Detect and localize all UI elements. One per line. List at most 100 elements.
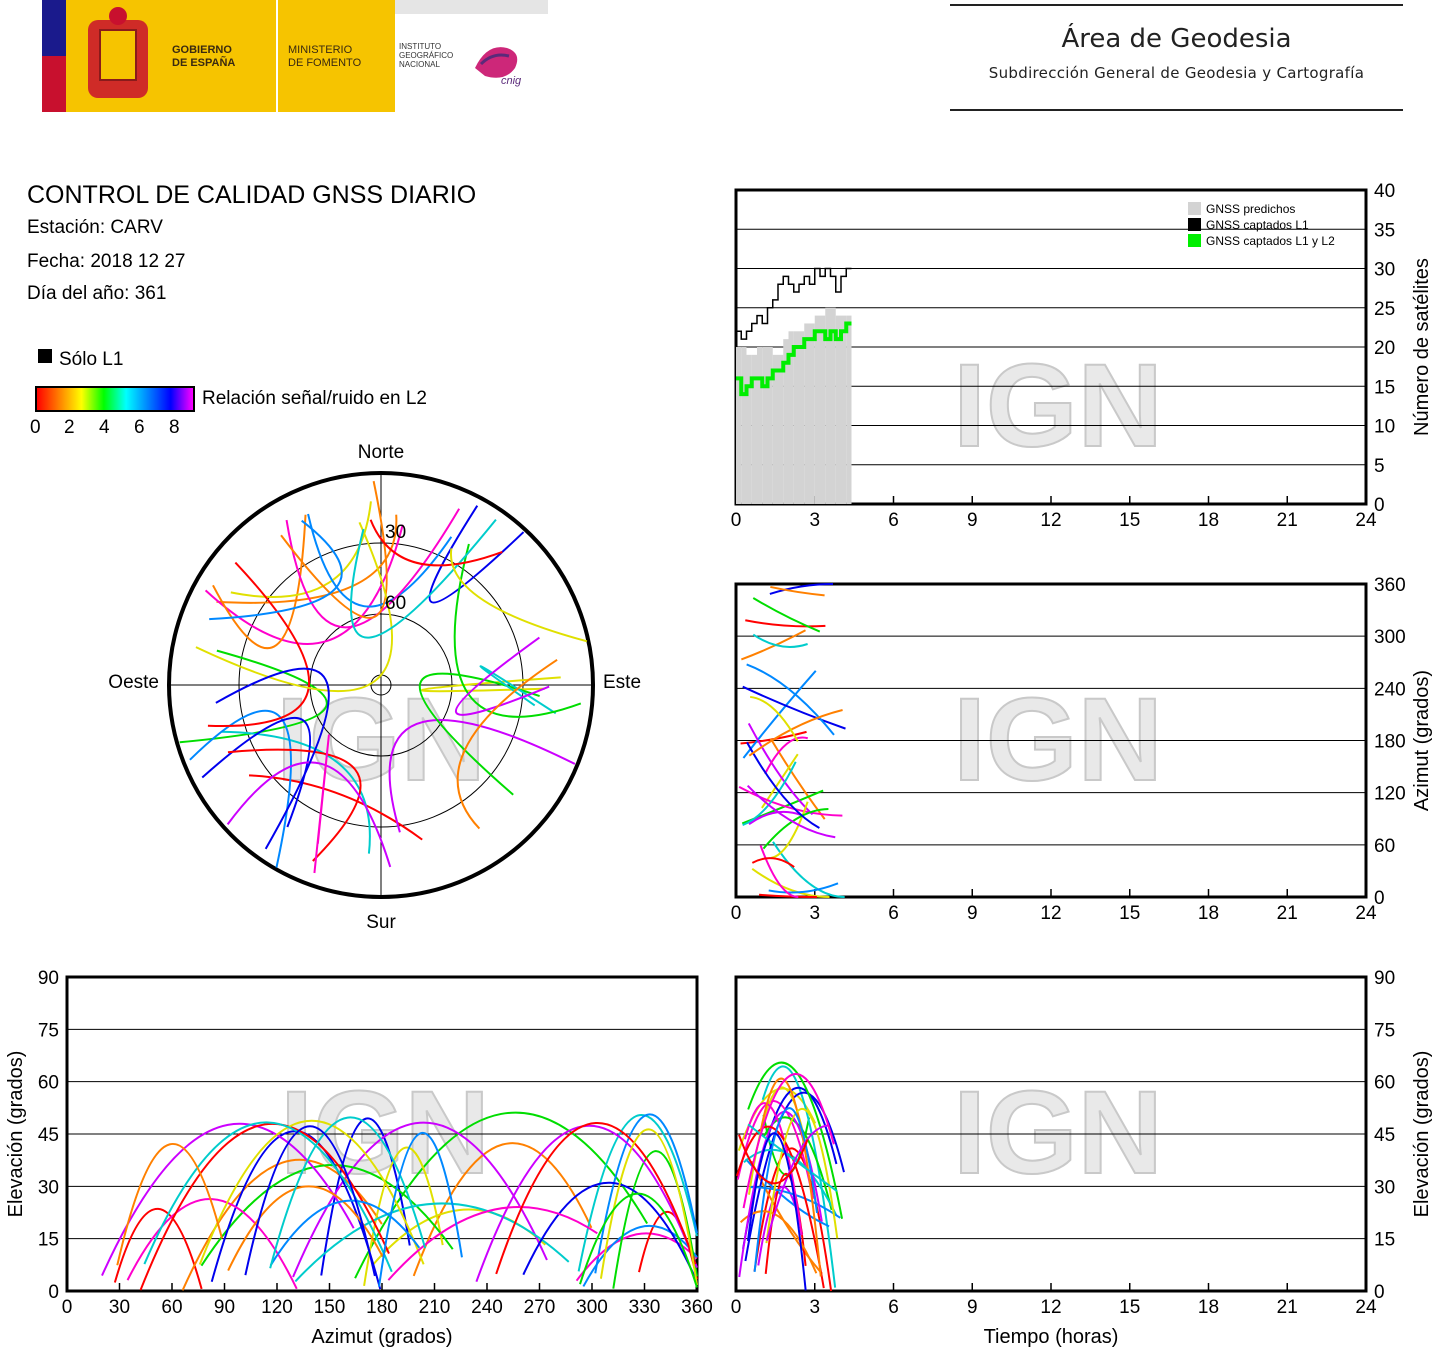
- l1-series-line: [736, 267, 852, 340]
- legend-swatch: [1188, 202, 1201, 215]
- satellite-track: [577, 1113, 698, 1272]
- predicted-bar: [736, 347, 742, 504]
- satellite-track: [350, 518, 497, 639]
- cnig-label: cnig: [501, 75, 522, 87]
- x-tick-label: 12: [1040, 1297, 1061, 1318]
- x-tick-label: 30: [109, 1297, 130, 1318]
- satellite-track: [743, 1102, 803, 1236]
- satellite-track: [244, 1125, 376, 1277]
- x-tick-label: 120: [261, 1297, 293, 1318]
- satellite-track: [744, 1091, 845, 1262]
- satellite-track: [198, 1119, 425, 1265]
- y-tick-label: 360: [1374, 575, 1406, 596]
- satellite-track: [227, 748, 362, 862]
- satellite-track: [753, 1107, 819, 1272]
- satellite-track: [354, 1111, 649, 1279]
- satellite-track: [738, 1134, 809, 1185]
- satellite-track: [582, 1224, 698, 1287]
- satellite-track: [200, 1164, 454, 1267]
- legend-label: GNSS captados L1: [1206, 218, 1309, 232]
- satellite-track: [307, 513, 453, 608]
- satellite-track: [753, 1147, 833, 1292]
- snr-tick: 0: [30, 417, 41, 438]
- satellite-track: [748, 810, 803, 826]
- instituto-label: INSTITUTO GEOGRÁFICO NACIONAL: [399, 42, 454, 69]
- x-tick-label: 24: [1355, 1297, 1377, 1318]
- y-tick-label: 45: [38, 1125, 59, 1146]
- y-tick-label: 5: [1374, 456, 1385, 477]
- y-axis-label: Número de satélites: [1411, 258, 1433, 436]
- ign-logo: INSTITUTO GEOGRÁFICO NACIONAL cnig: [395, 14, 548, 112]
- satellite-track: [139, 1122, 390, 1291]
- snr-ticks: 0 2 4 6 8: [30, 417, 200, 439]
- satellite-track: [735, 1125, 825, 1289]
- y-tick-label: 60: [1374, 836, 1395, 857]
- predicted-bar: [835, 315, 841, 504]
- satellite-track: [179, 649, 328, 744]
- satellite-track: [363, 1146, 444, 1287]
- satellite-track: [765, 1107, 839, 1244]
- satellite-track: [269, 1116, 427, 1269]
- satellite-track: [750, 695, 799, 742]
- x-tick-label: 9: [967, 1297, 978, 1318]
- satellite-track: [748, 709, 843, 757]
- y-tick-label: 90: [38, 968, 59, 989]
- satellite-track: [751, 857, 795, 868]
- x-tick-label: 3: [809, 1297, 820, 1318]
- x-axis-label: Tiempo (horas): [984, 1326, 1119, 1348]
- ring-label-60: 60: [385, 593, 406, 614]
- satellite-track: [769, 737, 826, 820]
- satellite-track: [230, 501, 372, 598]
- satellite-track: [762, 808, 829, 850]
- x-tick-label: 3: [809, 903, 820, 924]
- y-axis-label: Elevación (grados): [1411, 1051, 1433, 1218]
- predicted-bar: [825, 307, 831, 504]
- satellite-track: [201, 716, 312, 828]
- ministerio-label: MINISTERIO DE FOMENTO: [288, 44, 362, 69]
- y-tick-label: 10: [1374, 417, 1395, 438]
- snr-label: Relación señal/ruido en L2: [202, 388, 427, 409]
- predicted-bar: [746, 354, 752, 504]
- predicted-bar: [762, 347, 768, 504]
- satellite-track: [479, 665, 557, 715]
- ministerio-logo: MINISTERIO DE FOMENTO: [278, 0, 395, 112]
- legend-swatch: [1188, 234, 1201, 247]
- x-tick-label: 150: [314, 1297, 346, 1318]
- satellite-track: [215, 667, 330, 850]
- snr-tick: 4: [99, 417, 110, 438]
- y-tick-label: 25: [1374, 299, 1395, 320]
- predicted-bar: [814, 315, 820, 504]
- y-tick-label: 15: [38, 1230, 59, 1251]
- ign-watermark: IGN: [280, 1067, 490, 1199]
- predicted-bar: [741, 347, 747, 504]
- satellite-track: [745, 619, 826, 628]
- spain-flag-strip: [42, 0, 66, 112]
- x-tick-label: 6: [888, 903, 899, 924]
- satellite-track: [216, 514, 398, 604]
- l1l2-series-line: [736, 321, 852, 397]
- y-tick-label: 0: [1374, 1282, 1385, 1303]
- satellite-track: [209, 519, 343, 621]
- satellite-track: [388, 719, 576, 833]
- satellite-track: [101, 1122, 355, 1276]
- satellite-track: [768, 882, 839, 894]
- predicted-bar: [820, 315, 826, 504]
- y-tick-label: 15: [1374, 377, 1395, 398]
- area-bottom-rule: [950, 109, 1403, 111]
- y-tick-label: 75: [38, 1020, 59, 1041]
- satellite-track: [746, 784, 836, 839]
- predicted-bar: [772, 354, 778, 504]
- satellite-track: [765, 1124, 830, 1241]
- satellite-track: [750, 1160, 823, 1275]
- predicted-bar: [788, 331, 794, 504]
- y-tick-label: 75: [1374, 1020, 1395, 1041]
- y-tick-label: 30: [38, 1177, 59, 1198]
- x-tick-label: 300: [576, 1297, 608, 1318]
- x-tick-label: 24: [1355, 903, 1377, 924]
- satellite-track: [313, 734, 330, 874]
- satellite-track: [221, 730, 371, 854]
- x-tick-label: 15: [1119, 903, 1140, 924]
